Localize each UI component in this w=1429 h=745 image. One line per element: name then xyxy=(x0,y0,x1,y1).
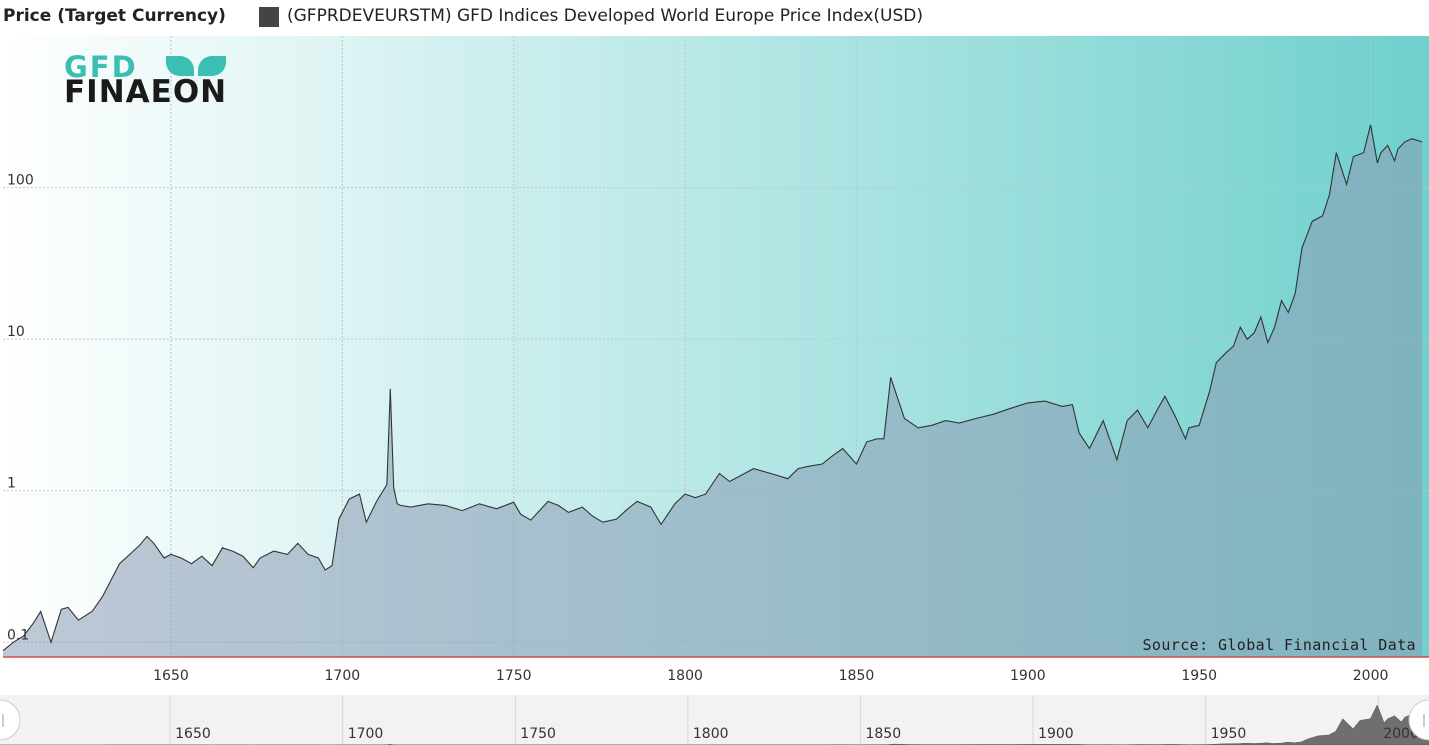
navigator-tick-label: 1800 xyxy=(693,726,729,742)
scroll-handle-right[interactable] xyxy=(1408,699,1429,741)
x-tick-label: 1750 xyxy=(496,668,532,684)
y-tick-label: 0.1 xyxy=(7,627,29,643)
navigator-tick-label: 1700 xyxy=(348,726,384,742)
navigator-tick-label: 1650 xyxy=(175,726,211,742)
navigator-background xyxy=(0,695,1429,745)
series-area xyxy=(2,124,1423,657)
logo-text-bottom: FINAEON xyxy=(64,74,228,110)
x-tick-label: 2000 xyxy=(1353,668,1389,684)
scroll-handle-left[interactable] xyxy=(0,699,21,741)
y-axis-labels: 0.1 1 10 100 xyxy=(7,173,34,644)
legend-swatch[interactable] xyxy=(259,7,279,27)
leaf-icon xyxy=(198,56,226,76)
navigator-tick-label: 1750 xyxy=(520,726,556,742)
navigator-series-area xyxy=(0,704,1429,745)
navigator-grid xyxy=(169,695,1379,745)
series-area-fill xyxy=(3,124,1422,657)
navigator-axis-labels: 1650 1700 1750 1800 1850 1900 1950 2000 xyxy=(175,726,1419,742)
legend: Price (Target Currency) (GFPRDEVEURSTM) … xyxy=(0,0,1429,34)
gfd-finaeon-logo: GFD FINAEON xyxy=(64,50,264,110)
y-tick-label: 10 xyxy=(7,324,25,340)
navigator-tick-label: 1950 xyxy=(1211,726,1247,742)
scroll-handle-left-icon[interactable] xyxy=(0,699,21,741)
series-line[interactable] xyxy=(2,124,1423,652)
navigator-tick-label: 2000 xyxy=(1383,726,1419,742)
navigator-tick-label: 1900 xyxy=(1038,726,1074,742)
x-axis-labels: 1650 1700 1750 1800 1850 1900 1950 2000 xyxy=(153,668,1388,684)
x-tick-label: 1950 xyxy=(1181,668,1217,684)
leaf-icon xyxy=(166,56,194,76)
x-tick-label: 1650 xyxy=(153,668,189,684)
x-tick-label: 1900 xyxy=(1010,668,1046,684)
logo-text-top: GFD xyxy=(64,50,138,84)
scroll-handle-right-icon[interactable] xyxy=(1408,699,1429,741)
x-tick-label: 1850 xyxy=(839,668,875,684)
x-tick-label: 1800 xyxy=(667,668,703,684)
x-tick-label: 1700 xyxy=(325,668,361,684)
price-chart: 0.1 1 10 100 1650 1700 1750 1800 1850 1900 1950 20… xyxy=(2,36,1429,684)
legend-title: Price (Target Currency) xyxy=(3,6,226,26)
source-note: Source: Global Financial Data xyxy=(1142,636,1416,654)
navigator-tick-label: 1850 xyxy=(865,726,901,742)
y-tick-label: 1 xyxy=(7,476,16,492)
legend-series-label[interactable]: (GFPRDEVEURSTM) GFD Indices Developed Wo… xyxy=(287,6,924,26)
y-tick-label: 100 xyxy=(7,173,34,189)
